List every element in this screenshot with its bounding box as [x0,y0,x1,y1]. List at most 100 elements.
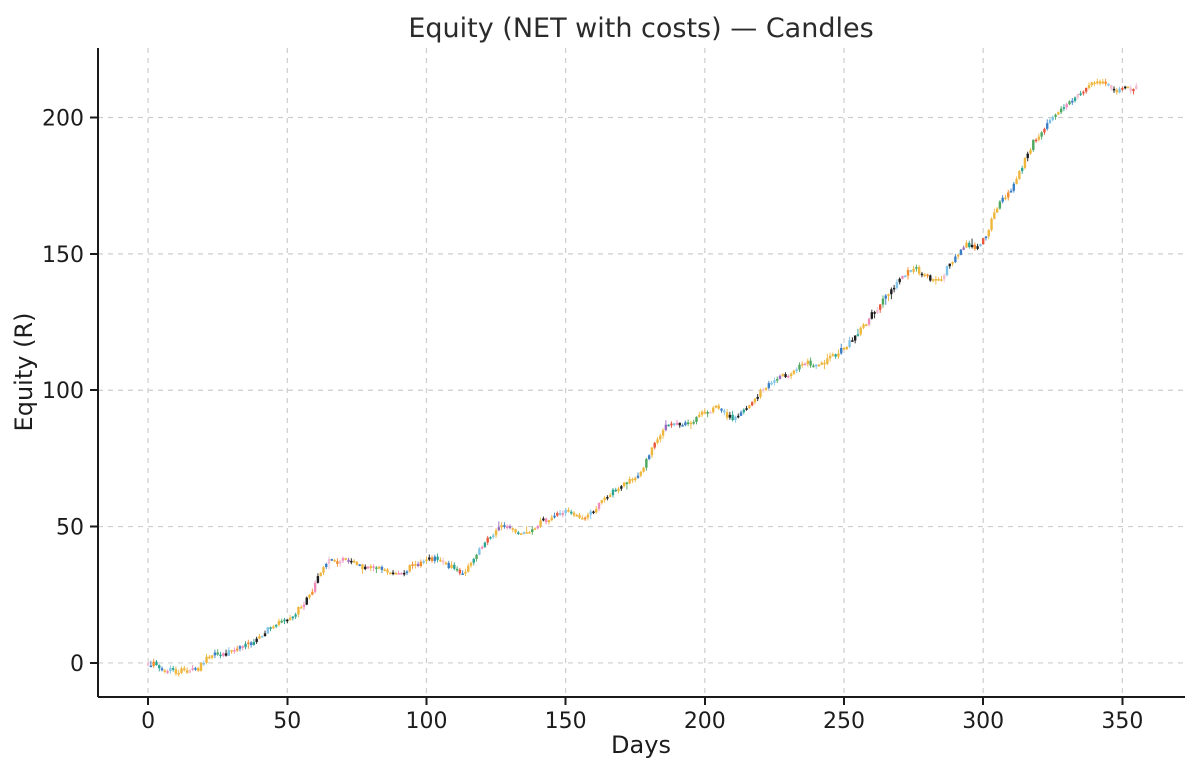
candle [191,664,194,672]
candle-body [272,626,275,629]
candle [759,388,762,399]
candle-body [995,208,999,213]
candle [394,571,398,575]
candle [595,506,598,514]
candle-body [391,572,395,575]
candle [981,237,985,245]
candle [845,345,848,351]
candle-body [146,662,150,666]
candle [798,362,801,373]
candle [269,626,272,632]
candle [717,403,720,410]
candle-body [1093,82,1096,85]
candle [475,553,478,562]
candle-body [316,576,320,583]
candle [405,570,409,576]
candle-body [943,275,946,280]
candle-body [305,597,308,605]
candle-body [692,421,695,424]
candle-body [906,270,910,276]
candle [361,563,364,574]
candle [673,422,676,427]
candle [823,359,826,370]
candle-body [517,532,520,535]
candle-body [169,668,172,672]
candle-body [1096,81,1099,84]
candle-body [904,275,907,278]
candle-body [441,560,445,563]
candle [183,665,186,672]
candle-body [1090,82,1093,86]
candle-body [508,526,512,529]
candle-body [308,594,311,598]
candle [177,669,180,677]
candle-body [397,573,400,575]
candle-body [859,327,862,335]
candle-body [778,375,782,380]
candle [962,245,965,251]
candle-body [302,604,306,608]
y-tick-label: 100 [42,379,84,404]
candle [391,569,395,576]
candle-body [656,439,659,443]
candle [1123,85,1127,90]
candle-body [478,548,481,555]
candle [1023,156,1027,170]
candle-body [550,517,553,521]
candle [901,275,904,280]
candle [344,557,347,561]
candle-body [931,279,935,281]
candle [1032,139,1035,152]
candle-body [1118,88,1121,93]
candle-body [892,287,896,290]
candle-body [1129,87,1132,92]
x-tick-label: 200 [684,709,726,734]
candle-body [776,379,779,381]
candle [497,521,501,532]
candle-body [698,414,701,417]
candle-body [831,354,835,356]
candle-body [336,561,339,564]
candle-body [536,525,540,529]
candle-body [249,642,253,645]
candle-body [439,559,442,562]
candle [185,667,189,674]
candle-body [684,422,687,426]
candle-body [650,447,654,456]
candle-body [1135,85,1138,89]
candle-body [194,668,197,670]
candle-body [812,365,815,368]
candle [155,659,158,666]
candle-body [764,388,768,390]
candle-body [1048,119,1052,124]
candle [419,559,423,568]
candle [723,408,726,416]
candle [416,561,420,568]
candle-body [1126,86,1130,89]
candle [489,536,492,540]
candle-body [216,652,219,655]
candle-body [528,532,531,534]
candle-body [737,415,740,418]
candle [634,476,637,483]
candle-body [311,591,314,595]
candle [511,527,514,533]
candle [1126,86,1130,89]
candle [898,277,901,285]
candle [556,511,559,517]
candle [389,572,392,575]
candle [372,564,375,572]
candle [252,638,256,646]
candle [338,560,342,567]
x-tick-label: 350 [1101,709,1143,734]
candle [352,559,356,564]
candle [853,335,857,344]
candle-body [675,422,679,425]
candle [572,511,576,518]
candle-body [475,554,478,559]
candle [1012,181,1016,193]
candle [865,323,868,327]
candle-body [436,556,439,560]
candle-body [389,572,392,575]
